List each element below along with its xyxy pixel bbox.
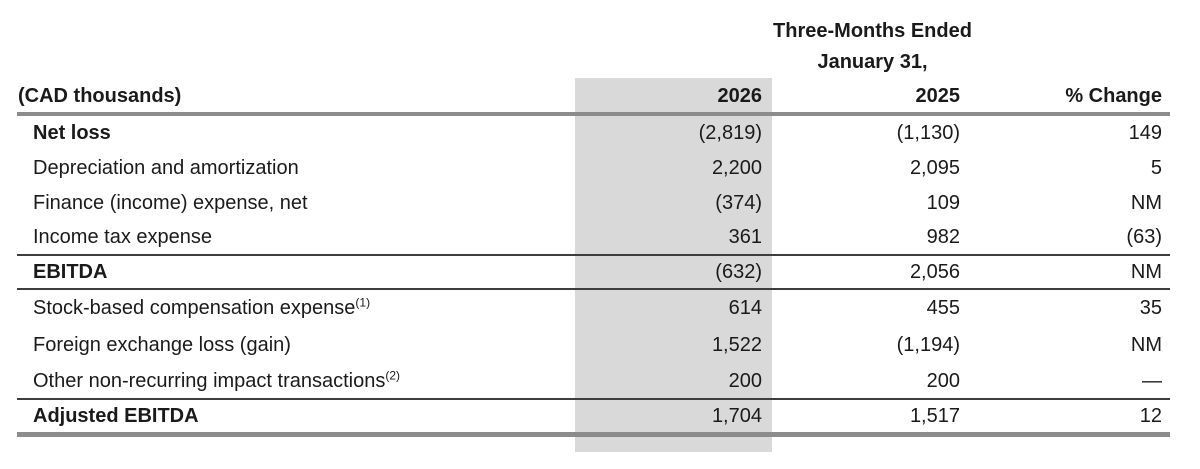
value-2025: 2,095 — [909, 157, 960, 179]
table-row-net-loss: Net loss (2,819) (1,130) 149 — [17, 116, 1170, 151]
row-label: Stock-based compensation expense(1) — [33, 297, 371, 319]
value-2025: 109 — [926, 192, 960, 214]
footnote-ref-1: (1) — [355, 297, 371, 310]
table-title-line1: Three-Months Ended — [773, 20, 972, 42]
value-change: (63) — [1126, 226, 1162, 248]
value-2026: 1,522 — [711, 334, 762, 356]
column-header-change: % Change — [1065, 85, 1162, 107]
value-2026: 200 — [728, 369, 762, 392]
table-row-depreciation: Depreciation and amortization 2,200 2,09… — [17, 151, 1170, 186]
unit-label: (CAD thousands) — [18, 85, 182, 107]
column-header-2026: 2026 — [717, 85, 763, 107]
value-change: NM — [1130, 192, 1162, 214]
value-change: NM — [1130, 334, 1162, 356]
value-change: 35 — [1139, 297, 1162, 319]
column-header-row: (CAD thousands) 2026 2025 % Change — [17, 78, 1170, 116]
row-label: Adjusted EBITDA — [33, 404, 199, 427]
row-label: EBITDA — [33, 260, 108, 283]
row-label: Net loss — [33, 122, 111, 144]
value-change: NM — [1130, 260, 1162, 283]
column-header-2025: 2025 — [915, 85, 961, 107]
highlight-column-2026 — [575, 78, 772, 452]
row-label: Income tax expense — [33, 226, 212, 248]
table-row-adjusted-ebitda: Adjusted EBITDA 1,704 1,517 12 — [17, 400, 1170, 437]
ebitda-table: (CAD thousands) 2026 2025 % Change Net l… — [17, 78, 1170, 452]
value-2025: 982 — [926, 226, 960, 248]
value-2026: 614 — [728, 297, 762, 319]
value-change: 12 — [1139, 404, 1162, 427]
value-2026: (2,819) — [698, 122, 762, 144]
value-2026: 2,200 — [711, 157, 762, 179]
table-title-line2: January 31, — [817, 51, 928, 73]
row-label: Depreciation and amortization — [33, 157, 299, 179]
value-2026: 1,704 — [711, 404, 762, 427]
value-change: — — [1142, 369, 1162, 392]
value-2025: (1,130) — [896, 122, 960, 144]
value-2026: (374) — [715, 192, 762, 214]
value-2025: 2,056 — [909, 260, 960, 283]
value-2025: 1,517 — [909, 404, 960, 427]
table-row-stock-comp: Stock-based compensation expense(1) 614 … — [17, 290, 1170, 327]
table-row-ebitda: EBITDA (632) 2,056 NM — [17, 256, 1170, 290]
table-row-finance: Finance (income) expense, net (374) 109 … — [17, 186, 1170, 221]
value-2025: 200 — [926, 369, 960, 392]
footnote-ref-2: (2) — [385, 369, 401, 382]
table-row-fx: Foreign exchange loss (gain) 1,522 (1,19… — [17, 327, 1170, 364]
table-title: Three-Months Ended January 31, — [575, 16, 1170, 78]
row-label: Foreign exchange loss (gain) — [33, 334, 291, 356]
table-row-other-nonrecurring: Other non-recurring impact transactions(… — [17, 364, 1170, 400]
value-2025: 455 — [926, 297, 960, 319]
value-change: 149 — [1128, 122, 1162, 144]
value-change: 5 — [1150, 157, 1162, 179]
value-2025: (1,194) — [896, 334, 960, 356]
table-row-income-tax: Income tax expense 361 982 (63) — [17, 221, 1170, 256]
row-label: Finance (income) expense, net — [33, 192, 308, 214]
value-2026: (632) — [715, 260, 762, 283]
row-label: Other non-recurring impact transactions(… — [33, 369, 401, 392]
value-2026: 361 — [728, 226, 762, 248]
